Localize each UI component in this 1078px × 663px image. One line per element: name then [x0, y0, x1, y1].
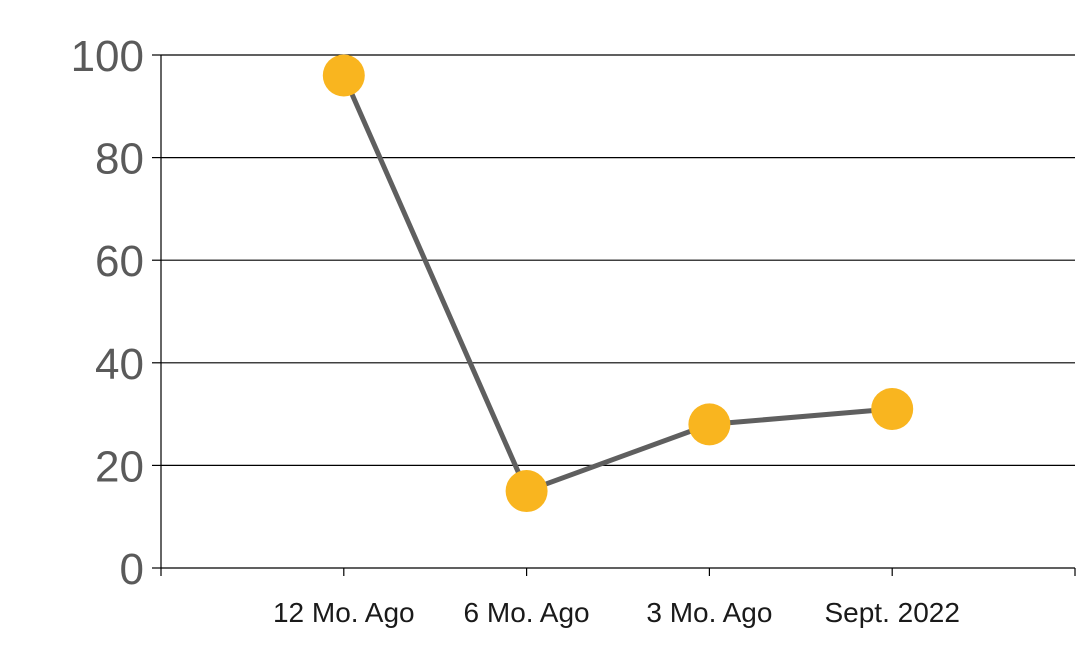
data-point-marker	[505, 470, 548, 513]
data-point-marker	[688, 403, 731, 446]
x-tick-label: Sept. 2022	[824, 597, 959, 628]
y-tick-label: 100	[71, 32, 144, 81]
gridlines	[161, 54, 1075, 466]
x-tick-label: 3 Mo. Ago	[646, 597, 772, 628]
data-point-marker	[322, 54, 365, 97]
series	[322, 54, 914, 513]
data-point-marker	[871, 387, 914, 430]
y-tick-labels: 0 20 40 60 80 100	[71, 32, 144, 594]
y-tick-label: 20	[95, 442, 144, 491]
y-tick-label: 40	[95, 340, 144, 389]
y-tick-label: 60	[95, 237, 144, 286]
y-tick-label: 0	[120, 545, 144, 594]
axes	[152, 54, 1076, 576]
y-tick-label: 80	[95, 135, 144, 184]
x-tick-label: 12 Mo. Ago	[273, 597, 415, 628]
x-tick-label: 6 Mo. Ago	[464, 597, 590, 628]
series-line	[341, 73, 895, 494]
x-tick-labels: 12 Mo. Ago 6 Mo. Ago 3 Mo. Ago Sept. 2022	[273, 597, 960, 628]
